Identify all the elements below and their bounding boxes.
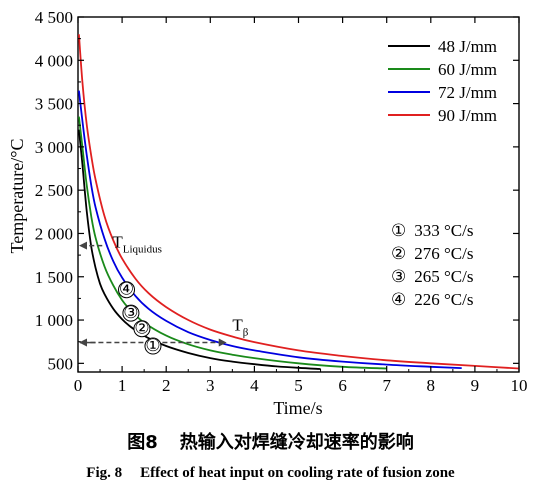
rate-value: 265 °C/s	[414, 267, 473, 286]
rate-value: 333 °C/s	[414, 221, 473, 240]
curve-marker-label: ②	[134, 319, 149, 338]
legend-label: 60 J/mm	[438, 60, 497, 79]
cooling-rate-item: ③ 265 °C/s	[391, 267, 473, 286]
y-tick-label: 1 000	[35, 311, 73, 330]
y-tick-label: 4 500	[35, 8, 73, 27]
curve-marker-circle	[122, 304, 140, 322]
rate-marker: ③	[391, 267, 406, 286]
x-tick-label: 4	[250, 376, 259, 395]
y-tick-label: 500	[48, 354, 74, 373]
cooling-chart: 0 1 2 3 4 5 6 7 8 9 10 500 1 000 1 500 2 000 2 500 3 000…	[7, 8, 528, 418]
x-tick-label: 6	[338, 376, 347, 395]
legend-label: 72 J/mm	[438, 83, 497, 102]
curve-marker-label: ④	[119, 280, 134, 299]
series-line	[78, 90, 462, 369]
curve-marker-circle	[133, 320, 151, 338]
figure-caption-en: Fig. 8 Effect of heat input on cooling ra…	[0, 465, 541, 482]
x-tick-label: 2	[162, 376, 171, 395]
x-tick-label: 0	[74, 376, 83, 395]
legend: 48 J/mm 60 J/mm 72 J/mm 90 J/mm	[388, 37, 497, 125]
x-tick-label: 5	[294, 376, 303, 395]
y-tick-label: 1 500	[35, 268, 73, 287]
x-tick-label: 7	[382, 376, 391, 395]
y-axis-title: Temperature/°C	[7, 139, 27, 254]
rate-marker: ①	[391, 221, 406, 240]
rate-marker: ②	[391, 244, 406, 263]
curve-marker-circle	[144, 337, 162, 355]
caption-zh-label: 图8	[127, 432, 158, 453]
x-tick-label: 1	[118, 376, 127, 395]
caption-en-text: Effect of heat input on cooling rate of …	[140, 465, 455, 481]
x-axis-title: Time/s	[273, 398, 322, 418]
t-liquidus-label: TLiquidus	[112, 233, 162, 256]
y-tick-label: 3 500	[35, 95, 73, 114]
cooling-rate-list: ① 333 °C/s ② 276 °C/s ③ 265 °C/s ④ 226 °C/s	[391, 221, 473, 309]
y-tick-label: 2 000	[35, 224, 73, 243]
rate-value: 226 °C/s	[414, 290, 473, 309]
cooling-rate-item: ① 333 °C/s	[391, 221, 473, 240]
legend-label: 90 J/mm	[438, 106, 497, 125]
curve-marker-label: ③	[123, 303, 138, 322]
series-line	[78, 34, 520, 370]
legend-label: 48 J/mm	[438, 37, 497, 56]
curve-marker-circle	[118, 281, 136, 299]
y-tick-label: 2 500	[35, 181, 73, 200]
cooling-rate-item: ④ 226 °C/s	[391, 290, 473, 309]
rate-marker: ④	[391, 290, 406, 309]
x-tick-label: 8	[427, 376, 436, 395]
x-tick-label: 9	[471, 376, 480, 395]
x-tick-label: 10	[511, 376, 528, 395]
curve-marker-label: ①	[145, 336, 160, 355]
caption-en-label: Fig. 8	[86, 465, 123, 481]
caption-zh-text: 热输入对焊缝冷却速率的影响	[179, 432, 414, 453]
x-tick-label: 3	[206, 376, 215, 395]
figure-caption-zh: 图8 热输入对焊缝冷却速率的影响	[0, 428, 541, 454]
y-tick-label: 4 000	[35, 51, 73, 70]
rate-value: 276 °C/s	[414, 244, 473, 263]
t-beta-label: Tβ	[232, 316, 248, 339]
y-tick-label: 3 000	[35, 138, 73, 157]
cooling-rate-item: ② 276 °C/s	[391, 244, 473, 263]
